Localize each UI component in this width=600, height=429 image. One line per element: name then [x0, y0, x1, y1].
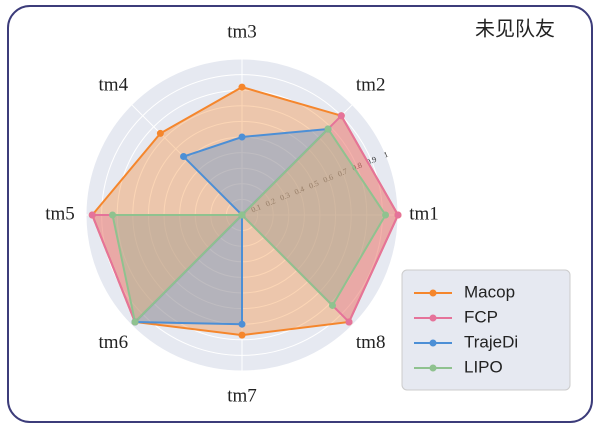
data-point — [238, 211, 246, 219]
category-label: tm1 — [409, 203, 439, 224]
legend-label: FCP — [464, 307, 498, 326]
legend-marker — [429, 339, 437, 347]
data-point — [131, 318, 139, 326]
data-point — [180, 153, 188, 161]
r-tick-label: 0.8 — [351, 161, 364, 173]
data-point — [109, 211, 117, 219]
data-point — [382, 211, 390, 219]
legend-marker — [429, 314, 437, 322]
category-label: tm2 — [356, 75, 386, 96]
r-tick-label: 1 — [382, 150, 389, 160]
category-label: tm6 — [99, 332, 129, 353]
series-area — [111, 127, 387, 325]
data-point — [324, 125, 332, 133]
r-tick-label: 0.7 — [336, 167, 349, 179]
category-label: tm5 — [45, 203, 75, 224]
data-point — [238, 133, 246, 141]
data-point — [238, 83, 246, 91]
legend-label: Macop — [464, 282, 515, 301]
chart-title: 未见队友 — [475, 17, 555, 41]
legend-marker — [429, 364, 437, 372]
category-label: tm4 — [99, 75, 129, 96]
legend-label: LIPO — [464, 357, 503, 376]
legend: Macop FCP TrajeDi LIPO — [401, 269, 571, 391]
data-point — [238, 320, 246, 328]
data-point — [156, 129, 164, 137]
category-label: tm8 — [356, 332, 386, 353]
data-point — [337, 112, 345, 120]
r-tick-label: 0.5 — [307, 178, 320, 190]
legend-box — [401, 269, 571, 391]
r-tick-label: 0.6 — [322, 172, 335, 184]
data-point — [394, 211, 402, 219]
data-point — [238, 331, 246, 339]
r-tick-label: 0.4 — [293, 184, 306, 196]
r-tick-label: 0.3 — [279, 190, 292, 202]
plot-area — [88, 83, 402, 339]
r-tick-label: 0.2 — [264, 196, 277, 208]
legend-marker — [429, 289, 437, 297]
data-point — [328, 301, 336, 309]
data-point — [345, 318, 353, 326]
legend-label: TrajeDi — [464, 332, 518, 351]
category-label: tm7 — [227, 385, 257, 406]
data-point — [88, 211, 96, 219]
category-label: tm3 — [227, 21, 257, 42]
